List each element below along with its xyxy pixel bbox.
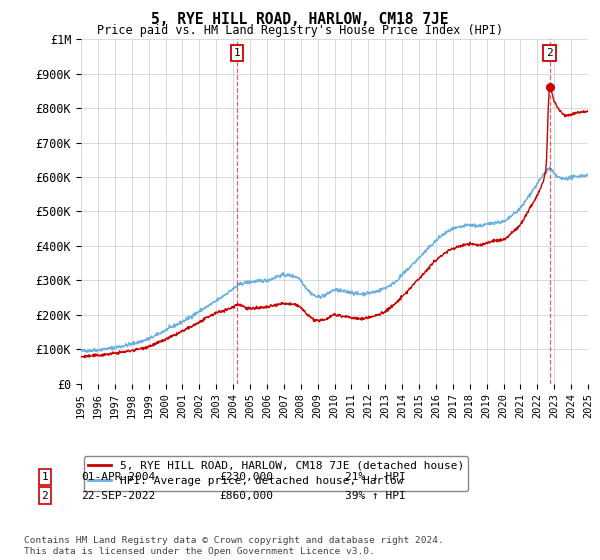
Text: £860,000: £860,000 [219,491,273,501]
Text: Price paid vs. HM Land Registry's House Price Index (HPI): Price paid vs. HM Land Registry's House … [97,24,503,36]
Text: 2: 2 [546,48,553,58]
Text: 21% ↓ HPI: 21% ↓ HPI [345,472,406,482]
Text: 39% ↑ HPI: 39% ↑ HPI [345,491,406,501]
Text: £230,000: £230,000 [219,472,273,482]
Legend: 5, RYE HILL ROAD, HARLOW, CM18 7JE (detached house), HPI: Average price, detache: 5, RYE HILL ROAD, HARLOW, CM18 7JE (deta… [84,456,468,491]
Text: 22-SEP-2022: 22-SEP-2022 [81,491,155,501]
Text: 2: 2 [41,491,49,501]
Text: 01-APR-2004: 01-APR-2004 [81,472,155,482]
Text: 5, RYE HILL ROAD, HARLOW, CM18 7JE: 5, RYE HILL ROAD, HARLOW, CM18 7JE [151,12,449,27]
Text: 1: 1 [41,472,49,482]
Text: 1: 1 [234,48,241,58]
Text: Contains HM Land Registry data © Crown copyright and database right 2024.
This d: Contains HM Land Registry data © Crown c… [24,536,444,556]
